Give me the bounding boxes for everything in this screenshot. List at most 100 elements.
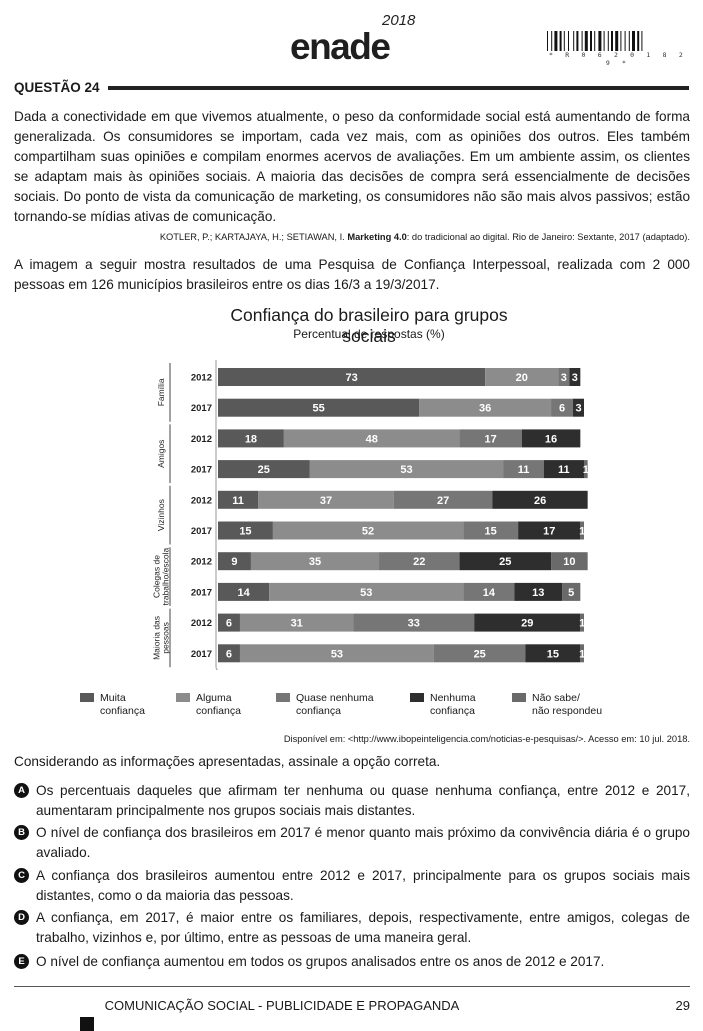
- bar-segment: [283, 429, 460, 448]
- group-label: Família: [156, 378, 166, 406]
- bar-segment: [258, 490, 394, 509]
- barcode-bar: [576, 31, 579, 51]
- footer-course: COMUNICAÇÃO SOCIAL - PUBLICIDADE E PROPA…: [104, 998, 460, 1013]
- bar-segment: [218, 644, 240, 663]
- data-label: 52: [362, 526, 374, 538]
- data-label: 11: [232, 495, 244, 507]
- year-label: 2017: [191, 587, 212, 598]
- bar-segment: [218, 613, 240, 632]
- bar-segment: [250, 552, 380, 571]
- bar-segment: [514, 582, 563, 601]
- barcode-bar: [641, 31, 643, 51]
- footer-rule: [14, 986, 690, 987]
- intro-paragraph: Dada a conectividade em que vivemos atua…: [14, 109, 690, 224]
- bar-segment: [433, 644, 526, 663]
- bar-segment: [580, 613, 584, 632]
- option-c[interactable]: C A confiança dos brasileiros aumentou e…: [14, 866, 690, 906]
- data-label: 1: [579, 648, 585, 660]
- data-label: 20: [516, 372, 528, 384]
- bar-segment: [272, 521, 464, 540]
- data-label: 11: [558, 464, 570, 476]
- data-label: 25: [258, 464, 270, 476]
- registration-mark: [80, 1017, 94, 1031]
- bar-segment: [379, 552, 460, 571]
- question-title: QUESTÃO 24: [14, 80, 100, 95]
- bar-segment: [503, 460, 544, 479]
- year-label: 2012: [191, 373, 212, 384]
- legend-label-line: confiança: [196, 705, 241, 717]
- data-label: 36: [479, 403, 491, 415]
- option-letter-badge: E: [14, 954, 29, 969]
- legend-swatch: [176, 693, 190, 702]
- logo-word: enade: [290, 26, 391, 67]
- bar-segment: [218, 582, 270, 601]
- barcode-bar: [637, 31, 640, 51]
- barcode-bar: [611, 31, 613, 51]
- data-label: 11: [518, 464, 530, 476]
- bar-segment: [218, 429, 284, 448]
- data-label: 48: [366, 433, 378, 445]
- chart-intro-paragraph: A imagem a seguir mostra resultados de u…: [14, 257, 690, 292]
- data-label: 9: [231, 556, 237, 568]
- legend-label-line: confiança: [430, 705, 475, 717]
- bar-segment: [459, 429, 522, 448]
- group-label: trabalho/escola: [161, 547, 171, 605]
- data-label: 33: [408, 618, 420, 630]
- option-e[interactable]: E O nível de confiança aumentou em todos…: [14, 952, 690, 974]
- data-label: 25: [499, 556, 511, 568]
- data-label: 1: [583, 464, 589, 476]
- year-label: 2017: [191, 465, 212, 476]
- year-label: 2012: [191, 495, 212, 506]
- legend-label-line: Quase nenhuma: [296, 692, 374, 704]
- bar-segment: [239, 644, 434, 663]
- bar-segment: [419, 398, 552, 417]
- option-letter-badge: D: [14, 910, 29, 925]
- data-label: 15: [239, 526, 251, 538]
- chart-title: Confiança do brasileiro para grupos soci…: [230, 305, 508, 346]
- bar-segment: [584, 460, 588, 479]
- data-label: 25: [474, 648, 486, 660]
- option-d[interactable]: D A confiança, em 2017, é maior entre os…: [14, 908, 690, 948]
- bar-segment: [518, 521, 581, 540]
- page-number: 29: [675, 998, 690, 1013]
- legend-label-line: Alguma: [196, 692, 232, 704]
- data-label: 53: [360, 587, 372, 599]
- data-label: 53: [331, 648, 343, 660]
- barcode-bar: [573, 31, 575, 51]
- legend-label-line: Muita: [100, 692, 126, 704]
- barcode-bar: [615, 31, 619, 51]
- bar-segment: [580, 521, 584, 540]
- data-label: 13: [532, 587, 544, 599]
- data-label: 31: [291, 618, 303, 630]
- legend-swatch: [80, 693, 94, 702]
- year-label: 2017: [191, 649, 212, 660]
- data-label: 27: [437, 495, 449, 507]
- bar-segment: [218, 460, 310, 479]
- barcode-bar: [554, 31, 558, 51]
- option-a[interactable]: A Os percentuais daqueles que afirmam te…: [14, 781, 690, 821]
- option-b[interactable]: B O nível de confiança dos brasileiros e…: [14, 823, 690, 863]
- bar-segment: [463, 582, 515, 601]
- barcode-bar: [581, 31, 583, 51]
- data-label: 26: [534, 495, 546, 507]
- data-label: 35: [309, 556, 321, 568]
- data-label: 3: [572, 372, 578, 384]
- legend-label-line: Nenhuma: [430, 692, 476, 704]
- bar-segment: [558, 368, 570, 386]
- data-label: 29: [521, 618, 533, 630]
- bar-segment: [562, 582, 581, 601]
- data-label: 1: [579, 618, 585, 630]
- barcode-bar: [603, 31, 605, 51]
- bar-segment: [580, 644, 584, 663]
- barcode-bar: [607, 31, 609, 51]
- group-label: Colegas de: [152, 555, 162, 598]
- option-letter-badge: A: [14, 783, 29, 798]
- bar-segment: [218, 368, 486, 386]
- bar-segment: [474, 613, 581, 632]
- year-label: 2017: [191, 526, 212, 537]
- citation: KOTLER, P.; KARTAJAYA, H.; SETIAWAN, I. …: [14, 232, 690, 242]
- data-label: 22: [413, 556, 425, 568]
- barcode-bar: [632, 31, 635, 51]
- bar-segment: [393, 490, 493, 509]
- barcode-bar: [563, 31, 565, 51]
